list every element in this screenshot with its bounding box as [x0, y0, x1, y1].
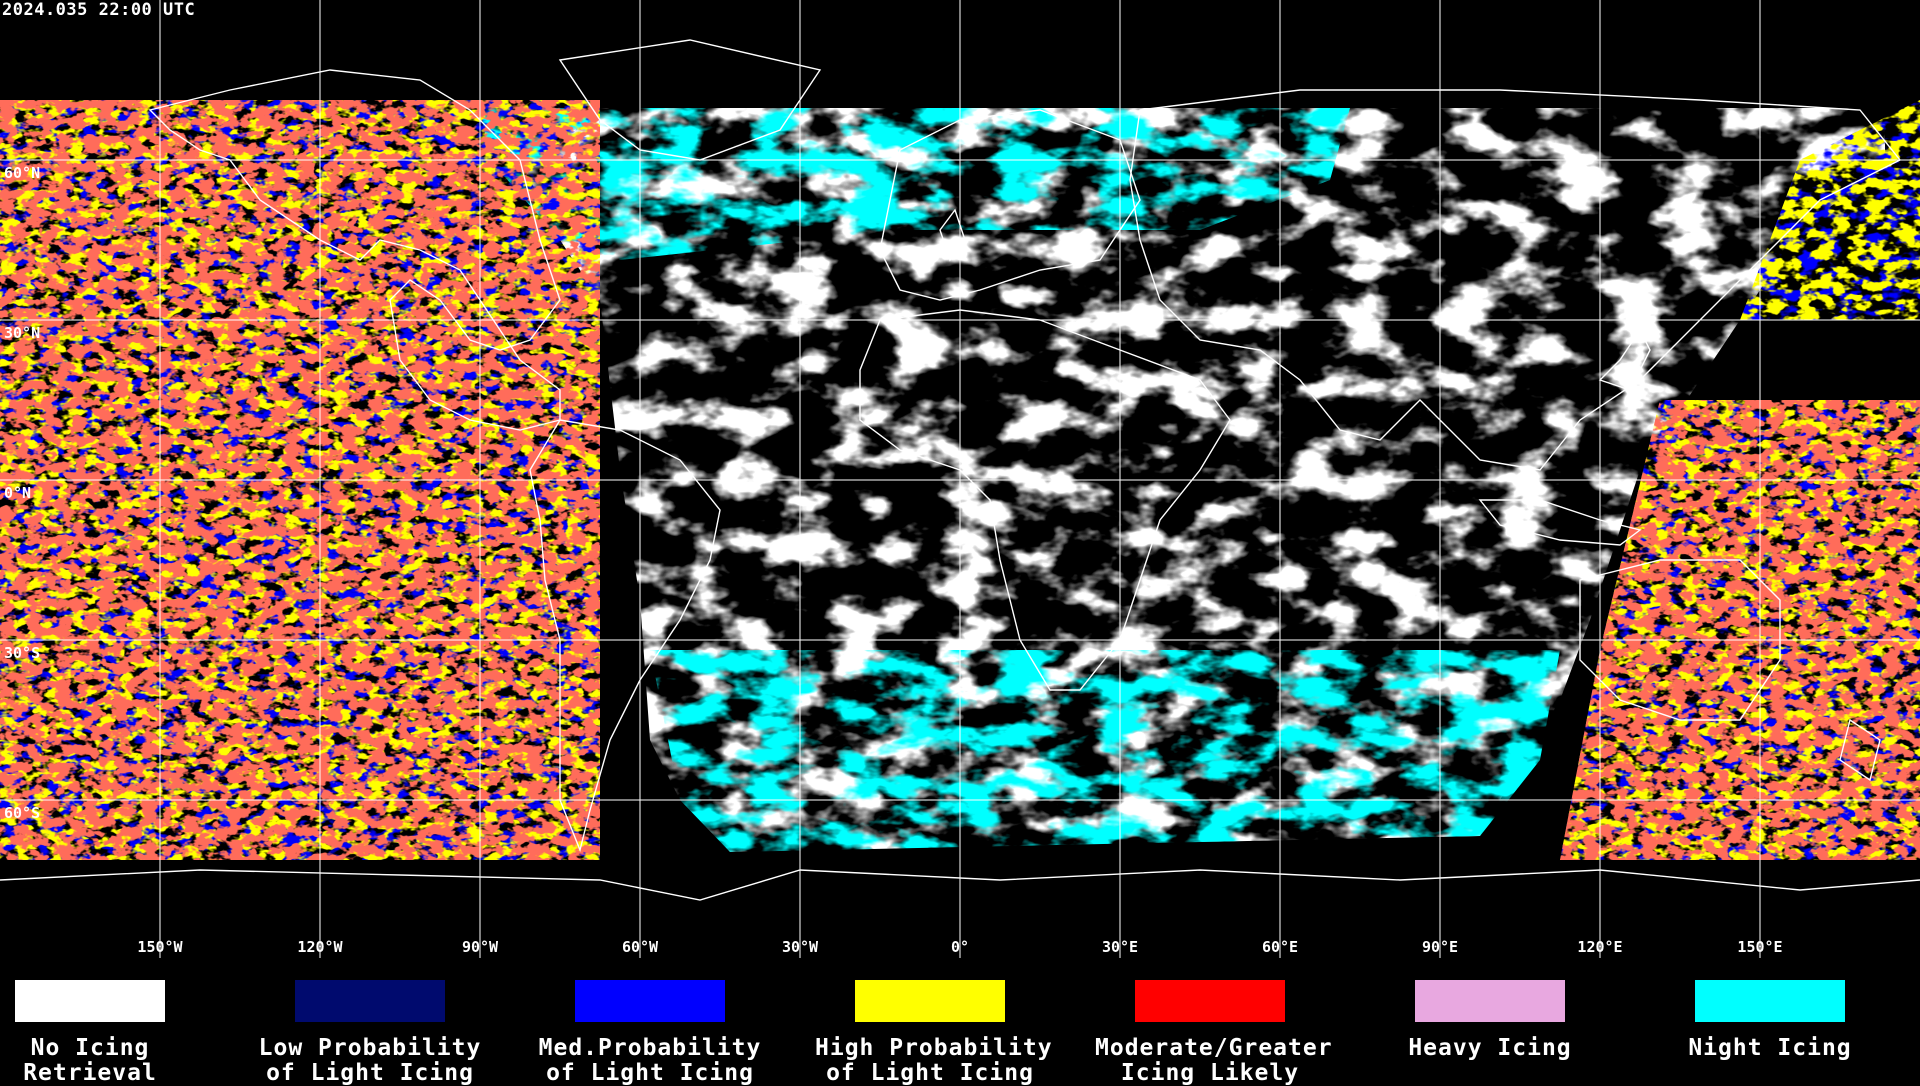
legend-swatch — [295, 980, 445, 1022]
latitude-label: 0°N — [4, 484, 31, 502]
legend-swatch — [1415, 980, 1565, 1022]
longitude-label: 150°E — [1737, 938, 1782, 956]
legend-item: No Icing Retrieval — [0, 980, 205, 1086]
coastlines — [0, 39, 1920, 901]
latitude-label: 60°S — [4, 804, 40, 822]
graticule — [0, 0, 1920, 958]
longitude-label: 120°W — [297, 938, 343, 956]
longitude-label: 120°E — [1577, 938, 1622, 956]
legend-item: Heavy Icing — [1375, 980, 1605, 1061]
latitude-label: 30°S — [4, 644, 40, 662]
longitude-label: 30°W — [782, 938, 819, 956]
legend-swatch — [1135, 980, 1285, 1022]
legend-item: Low Probability of Light Icing — [255, 980, 485, 1086]
longitude-label: 90°E — [1422, 938, 1458, 956]
legend-item: Night Icing — [1655, 980, 1885, 1061]
longitude-label: 60°W — [622, 938, 659, 956]
legend: No Icing Retrieval Low Probability of Lig… — [0, 958, 1920, 1086]
legend-label: Moderate/Greater Icing Likely — [1095, 1035, 1333, 1086]
legend-label: No Icing Retrieval — [23, 1035, 157, 1086]
longitude-label: 90°W — [462, 938, 499, 956]
latitude-label: 60°N — [4, 164, 40, 182]
timestamp: 2024.035 22:00 UTC — [2, 0, 196, 20]
longitude-label: 60°E — [1262, 938, 1298, 956]
legend-item: Med.Probability of Light Icing — [535, 980, 765, 1086]
legend-label: Heavy Icing — [1408, 1035, 1572, 1061]
latitude-labels: 60°N 30°N 0°N 30°S 60°S — [4, 164, 40, 822]
legend-item: Moderate/Greater Icing Likely — [1095, 980, 1333, 1086]
legend-label: Night Icing — [1688, 1035, 1852, 1061]
legend-swatch — [1695, 980, 1845, 1022]
icing-map: 60°N 30°N 0°N 30°S 60°S 150°W 120°W 90°W 60°W 30… — [0, 0, 1920, 958]
longitude-label: 30°E — [1102, 938, 1138, 956]
longitude-label: 150°W — [137, 938, 183, 956]
legend-item: High Probability of Light Icing — [815, 980, 1053, 1086]
legend-label: Low Probability of Light Icing — [258, 1035, 482, 1086]
longitude-label: 0° — [951, 938, 969, 956]
eastern-icing-region — [1560, 100, 1920, 860]
legend-swatch — [15, 980, 165, 1022]
longitude-labels: 150°W 120°W 90°W 60°W 30°W 0° 30°E 60°E 90°E 120°… — [137, 938, 1782, 956]
legend-swatch — [575, 980, 725, 1022]
legend-label: High Probability of Light Icing — [815, 1035, 1053, 1086]
legend-label: Med.Probability of Light Icing — [538, 1035, 762, 1086]
legend-swatch — [855, 980, 1005, 1022]
latitude-label: 30°N — [4, 324, 40, 342]
